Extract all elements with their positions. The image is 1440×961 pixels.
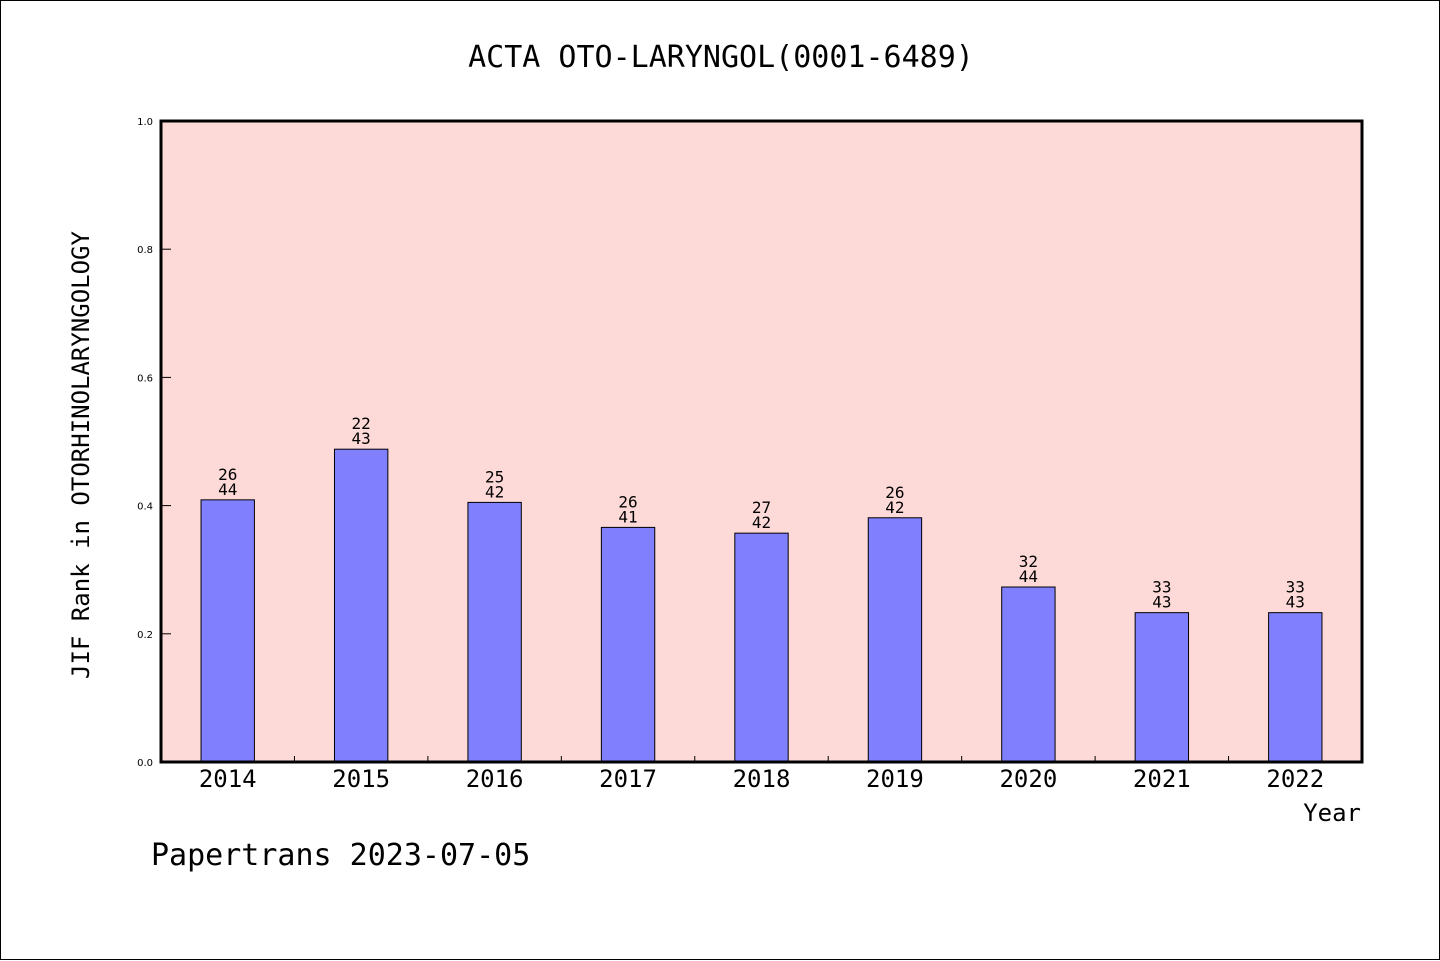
bar-label-rank: 22 <box>352 414 371 433</box>
x-axis-label: Year <box>1303 799 1361 827</box>
bar-label-total: 42 <box>485 482 504 501</box>
bar-label-total: 43 <box>352 429 371 448</box>
y-tick-label: 0.8 <box>137 245 153 256</box>
bar-label-total: 42 <box>752 513 771 532</box>
x-tick-label: 2014 <box>199 765 257 793</box>
bar <box>600 526 656 763</box>
bar-label-rank: 25 <box>485 467 504 486</box>
y-tick-label: 0.2 <box>137 630 153 641</box>
bar-label-rank: 26 <box>885 483 904 502</box>
bar-label-total: 44 <box>218 480 237 499</box>
bar-label-rank: 33 <box>1152 578 1171 597</box>
y-tick-label: 0.6 <box>137 373 153 384</box>
x-tick-label: 2018 <box>733 765 791 793</box>
x-tick-label: 2019 <box>866 765 924 793</box>
bar <box>467 501 522 763</box>
y-tick-label: 0.0 <box>137 758 153 769</box>
bar <box>1134 612 1190 763</box>
bar-label-rank: 26 <box>618 492 637 511</box>
x-tick-label: 2022 <box>1266 765 1324 793</box>
footer-credit: Papertrans 2023-07-05 <box>151 838 530 873</box>
chart-title: ACTA OTO-LARYNGOL(0001-6489) <box>468 40 974 75</box>
x-tick-label: 2016 <box>466 765 524 793</box>
bar <box>867 517 923 763</box>
x-tick-label: 2020 <box>999 765 1057 793</box>
plot-frame <box>159 119 1364 764</box>
bar-label-total: 43 <box>1286 593 1305 612</box>
x-tick-label: 2017 <box>599 765 657 793</box>
bar <box>734 532 789 763</box>
bar-series <box>200 448 1323 763</box>
bar-label-rank: 32 <box>1019 552 1038 571</box>
y-tick-label: 0.4 <box>137 502 153 513</box>
bar-label-rank: 27 <box>752 498 771 517</box>
bar <box>1001 586 1056 763</box>
y-tick-label: 1.0 <box>137 117 153 128</box>
bar-label-rank: 26 <box>218 465 237 484</box>
bar-label-total: 43 <box>1152 593 1171 612</box>
bar <box>200 499 255 763</box>
x-axis: 2014 2015 2016 2017 2018 2019 2020 2021 2022 <box>199 756 1324 793</box>
y-axis-label: JIF Rank in OTORHINOLARYNGOLOGY <box>67 230 95 678</box>
bar-label-total: 42 <box>885 498 904 517</box>
bar <box>1268 612 1323 763</box>
x-tick-label: 2021 <box>1133 765 1191 793</box>
bar <box>333 448 389 763</box>
bar-label-total: 41 <box>618 507 637 526</box>
bar-label-rank: 33 <box>1286 578 1305 597</box>
x-tick-label: 2015 <box>332 765 390 793</box>
bar-label-total: 44 <box>1019 567 1038 586</box>
